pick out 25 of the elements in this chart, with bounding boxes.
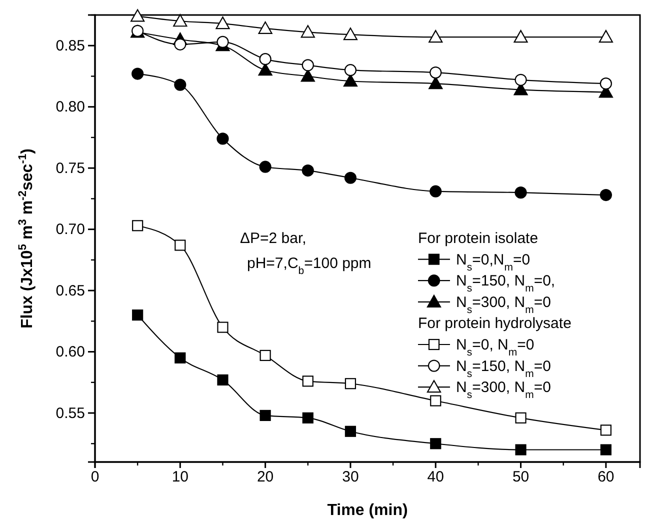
annotation: pH=7,C$_{b}$=100 ppm [247, 255, 372, 277]
y-tick-label: 0.80 [56, 98, 85, 116]
y-tick-label: 0.55 [56, 404, 85, 422]
x-tick-label: 20 [256, 468, 274, 486]
legend-label: N$_{s}$=150, N$_{m}$=0, [456, 272, 556, 295]
x-tick-label: 0 [90, 468, 100, 486]
y-tick-label: 0.85 [56, 37, 85, 54]
legend-label: N$_{s}$=0, N$_{m}$=0 [456, 336, 534, 358]
x-axis-title: Time (min) [327, 502, 408, 519]
x-tick-label: 30 [342, 468, 359, 486]
y-tick-label: 0.70 [56, 221, 85, 238]
x-tick-label: 60 [598, 468, 614, 486]
x-tick-label: 40 [427, 468, 444, 486]
annotation: ΔP=2 bar, [240, 230, 306, 247]
y-tick-label: 0.75 [56, 160, 85, 177]
annotation: For protein hydrolysate [418, 315, 572, 332]
legend-label: N$_{s}$=300, N$_{m}$=0 [456, 379, 551, 402]
legend-label: N$_{s}$=0,N$_{m}$=0 [456, 251, 530, 274]
x-tick-label: 50 [512, 468, 530, 486]
y-tick-label: 0.60 [56, 344, 85, 361]
y-tick-label: 0.65 [56, 282, 85, 300]
legend-title: For protein isolate [418, 230, 538, 247]
x-tick-label: 10 [172, 468, 188, 486]
legend-label: N$_{s}$=150, N$_{m}$=0 [456, 358, 551, 380]
legend-label: N$_{s}$=300, N$_{m}$=0 [456, 294, 551, 316]
